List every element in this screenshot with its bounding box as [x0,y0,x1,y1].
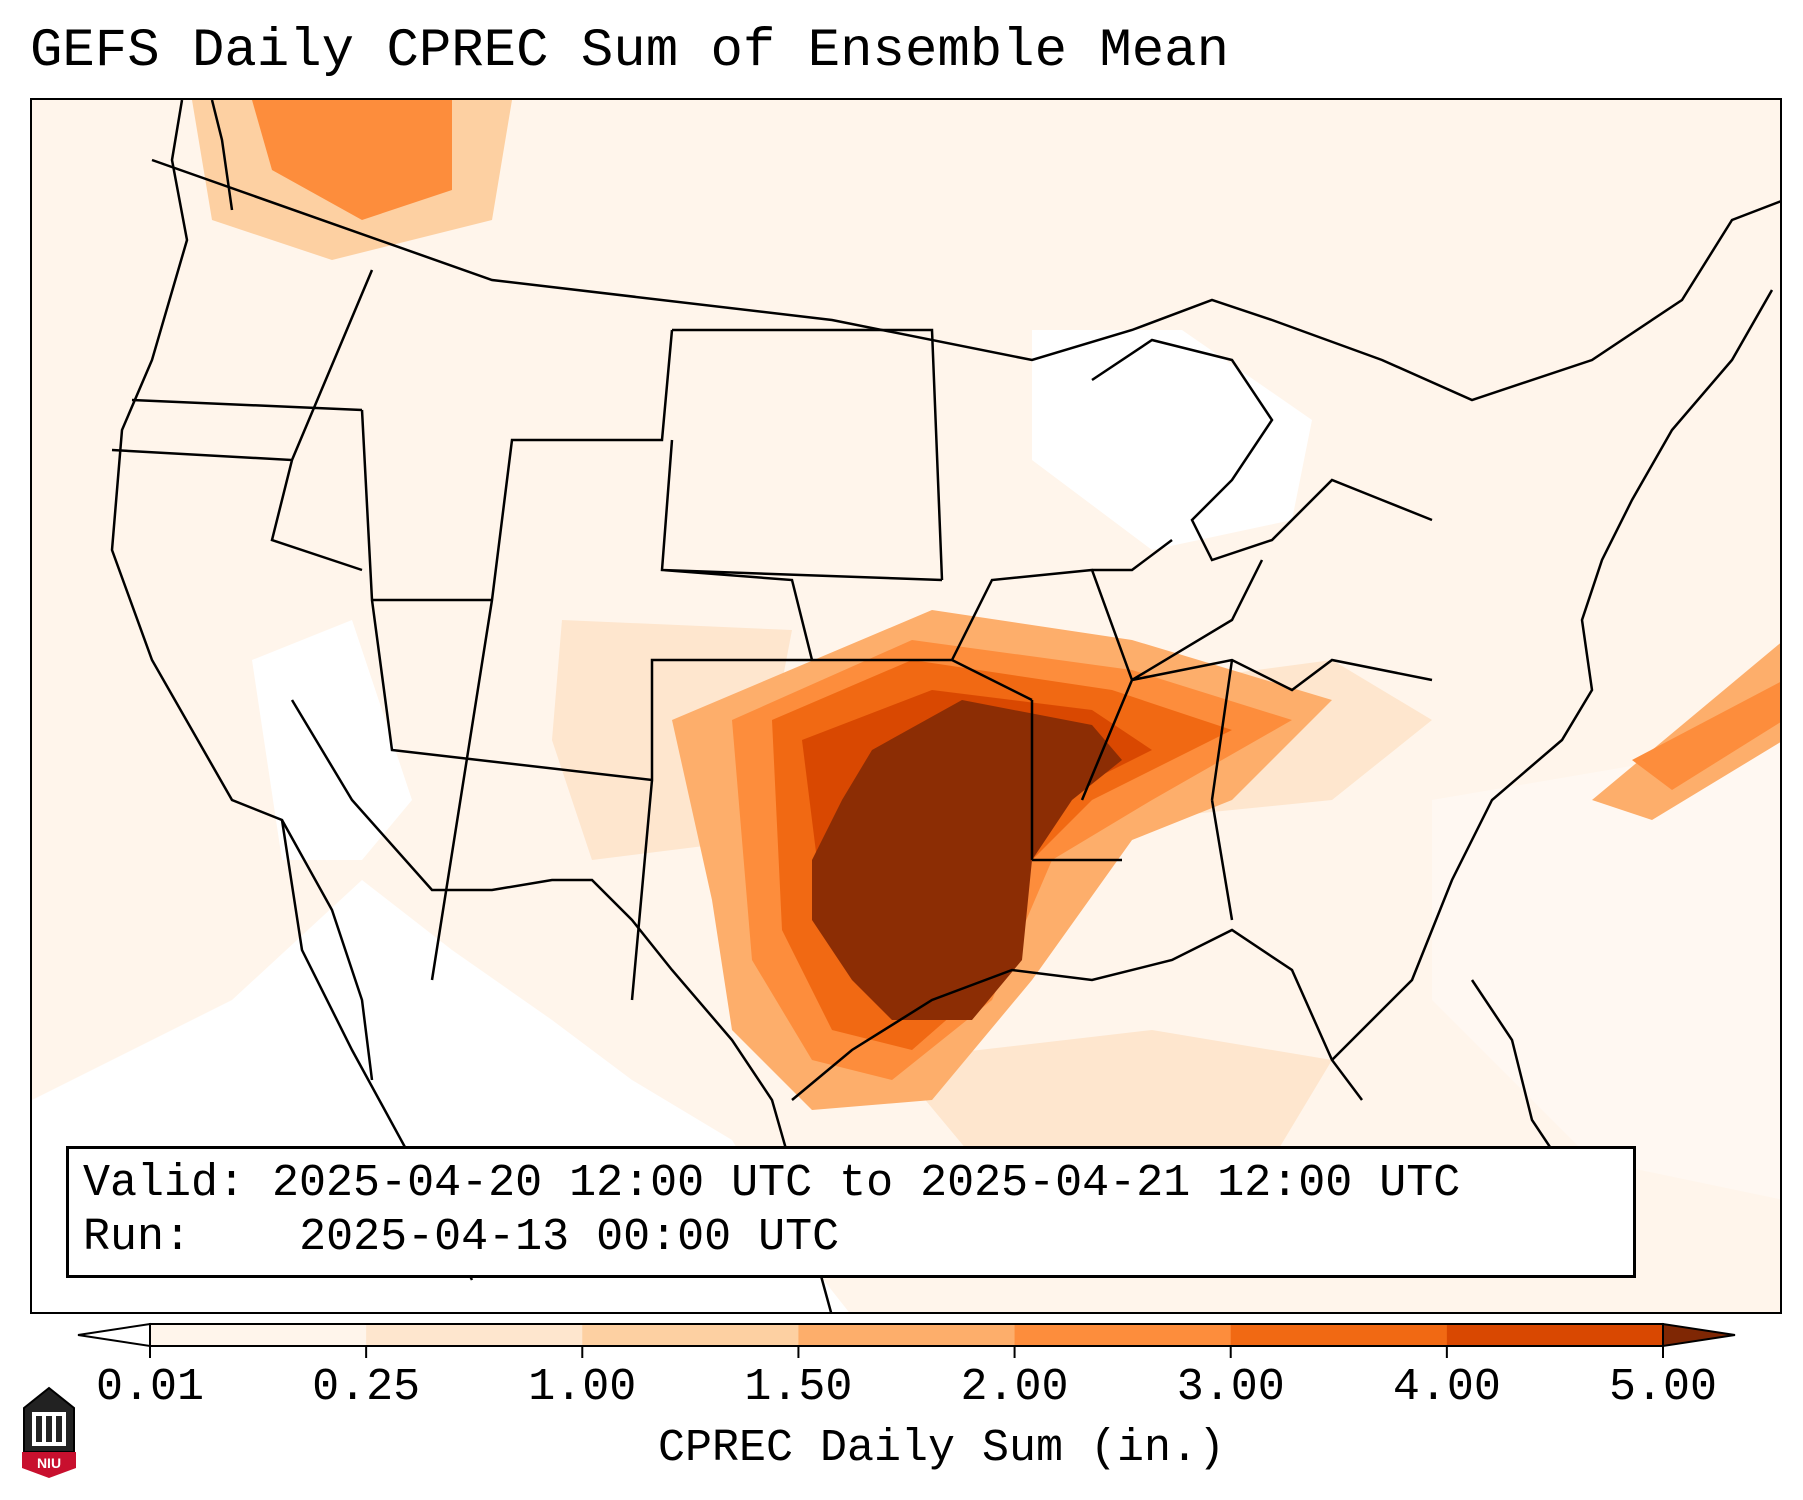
colorbar-segment [582,1324,799,1346]
valid-label: Valid: [83,1158,246,1209]
precipitation-map [30,98,1782,1314]
precip-zone-none-atlantic [1432,740,1780,1200]
colorbar-tick-label: 5.00 [1608,1362,1718,1413]
precip-zone-moderate-northwest [252,100,452,220]
colorbar-outline [149,1323,1664,1347]
colorbar-label: CPREC Daily Sum (in.) [657,1423,1226,1474]
precip-zone-heavy-atlantic [1632,682,1780,790]
precip-zone-none-greatlakes [1032,330,1312,550]
state-boundaries [111,269,1433,1001]
west-coastline [110,100,374,1081]
colorbar-tick-label: 0.01 [95,1362,205,1413]
valid-value: 2025-04-20 12:00 UTC to 2025-04-21 12:00… [272,1158,1461,1209]
colorbar-segment [366,1324,583,1346]
colorbar-tick-labels: 0.01 0.25 1.00 1.50 2.00 3.00 4.00 5.00 [0,1363,1803,1423]
colorbar-tick-label: 1.50 [744,1362,853,1413]
gulf-coastline [791,928,1363,1101]
colorbar-tick-label: 4.00 [1392,1362,1501,1413]
precip-zone-none-california [252,620,412,860]
map-boundaries [110,100,1780,1312]
valid-run-info-box: Valid: 2025-04-20 12:00 UTC to 2025-04-2… [66,1146,1636,1278]
colorbar-segment [1230,1324,1448,1346]
colorbar-tick-label: 2.00 [960,1362,1069,1413]
colorbar-tick-label: 0.25 [312,1362,421,1413]
precip-zone-extreme-core [812,700,1122,1020]
colorbar-svg [77,1322,1736,1358]
colorbar-segment [150,1324,367,1346]
colorbar [0,1310,1803,1370]
run-label: Run: [83,1212,192,1263]
valid-line: Valid: 2025-04-20 12:00 UTC to 2025-04-2… [83,1157,1619,1211]
run-line: Run: 2025-04-13 00:00 UTC [83,1211,1619,1265]
run-value: 2025-04-13 00:00 UTC [299,1212,840,1263]
map-canvas [32,100,1780,1312]
colorbar-under-extension [77,1322,151,1348]
colorbar-segment [798,1324,1016,1346]
canada-border [151,158,1780,402]
colorbar-tick-label: 3.00 [1176,1362,1285,1413]
colorbar-tick-label: 1.00 [528,1362,637,1413]
mexico-border [290,699,833,1312]
map-title: GEFS Daily CPREC Sum of Ensemble Mean [30,21,1229,82]
east-coastline [1331,289,1774,1061]
logo-text: NIU [37,1455,61,1471]
niu-logo: NIU [22,1386,76,1478]
colorbar-over-extension [1662,1322,1736,1348]
colorbar-segment [1446,1324,1664,1346]
great-lakes-outline [1091,338,1433,562]
precip-zone-light-gulf [892,1030,1332,1180]
colorbar-segment [1014,1324,1232,1346]
